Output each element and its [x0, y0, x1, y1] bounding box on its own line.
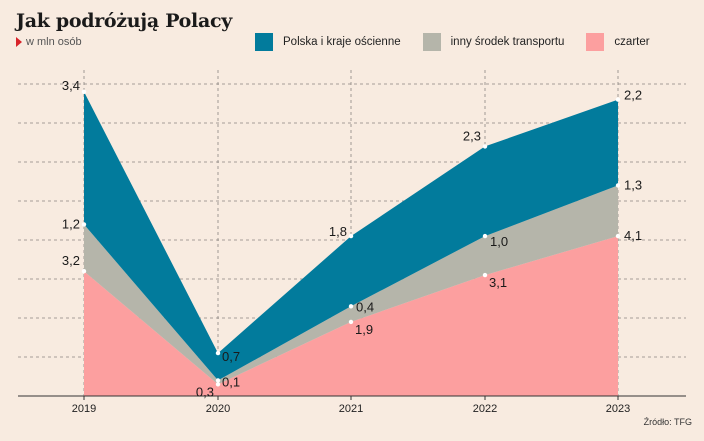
data-label: 1,8 [329, 224, 347, 239]
legend: Polska i kraje ościenne inny środek tran… [255, 33, 672, 51]
x-tick-label: 2023 [606, 403, 630, 415]
data-point [482, 233, 488, 239]
triangle-icon [16, 37, 22, 47]
legend-item-inny: inny środek transportu [422, 33, 565, 51]
data-label: 3,1 [489, 275, 507, 290]
data-label: 3,4 [62, 78, 80, 93]
legend-label-inny: inny środek transportu [450, 36, 565, 48]
source-note: Źródło: TFG [643, 417, 692, 427]
legend-label-czarter: czarter [614, 36, 650, 48]
data-point [615, 233, 621, 239]
x-tick-label: 2020 [206, 403, 230, 415]
legend-swatch-czarter [586, 33, 605, 51]
data-point [348, 319, 354, 325]
data-point [81, 269, 87, 274]
data-label: 3,2 [62, 253, 80, 268]
legend-swatch-inny [422, 33, 441, 51]
data-label: 1,3 [624, 177, 642, 192]
data-point [348, 233, 354, 239]
x-tick-label: 2022 [473, 403, 497, 415]
data-label: 0,1 [222, 374, 240, 389]
data-label: 1,9 [355, 322, 373, 337]
legend-item-czarter: czarter [586, 33, 650, 51]
data-label: 1,0 [490, 234, 508, 249]
data-point [482, 144, 488, 149]
data-label: 2,2 [624, 88, 642, 103]
data-label: 0,7 [222, 349, 240, 364]
data-point [615, 183, 621, 188]
data-point [348, 304, 354, 309]
data-point [215, 350, 221, 356]
data-label: 0,3 [196, 384, 214, 399]
legend-item-polska: Polska i kraje ościenne [255, 33, 401, 51]
legend-swatch-polska [255, 33, 273, 51]
unit-label: w mln osób [26, 36, 82, 48]
legend-label-polska: Polska i kraje ościenne [283, 36, 401, 48]
x-tick-label: 2021 [339, 403, 363, 415]
chart-title: Jak podróżują Polacy [16, 10, 232, 32]
data-point [81, 89, 87, 95]
data-point [81, 222, 87, 227]
data-label: 1,2 [62, 216, 80, 231]
data-point [215, 378, 221, 383]
data-label: 2,3 [463, 128, 481, 143]
data-point [215, 382, 221, 387]
chart-subtitle: w mln osób [16, 36, 82, 48]
x-tick-label: 2019 [72, 403, 96, 415]
data-label: 0,4 [356, 299, 374, 314]
data-point [615, 97, 621, 102]
data-point [482, 272, 488, 278]
data-label: 4,1 [624, 228, 642, 243]
